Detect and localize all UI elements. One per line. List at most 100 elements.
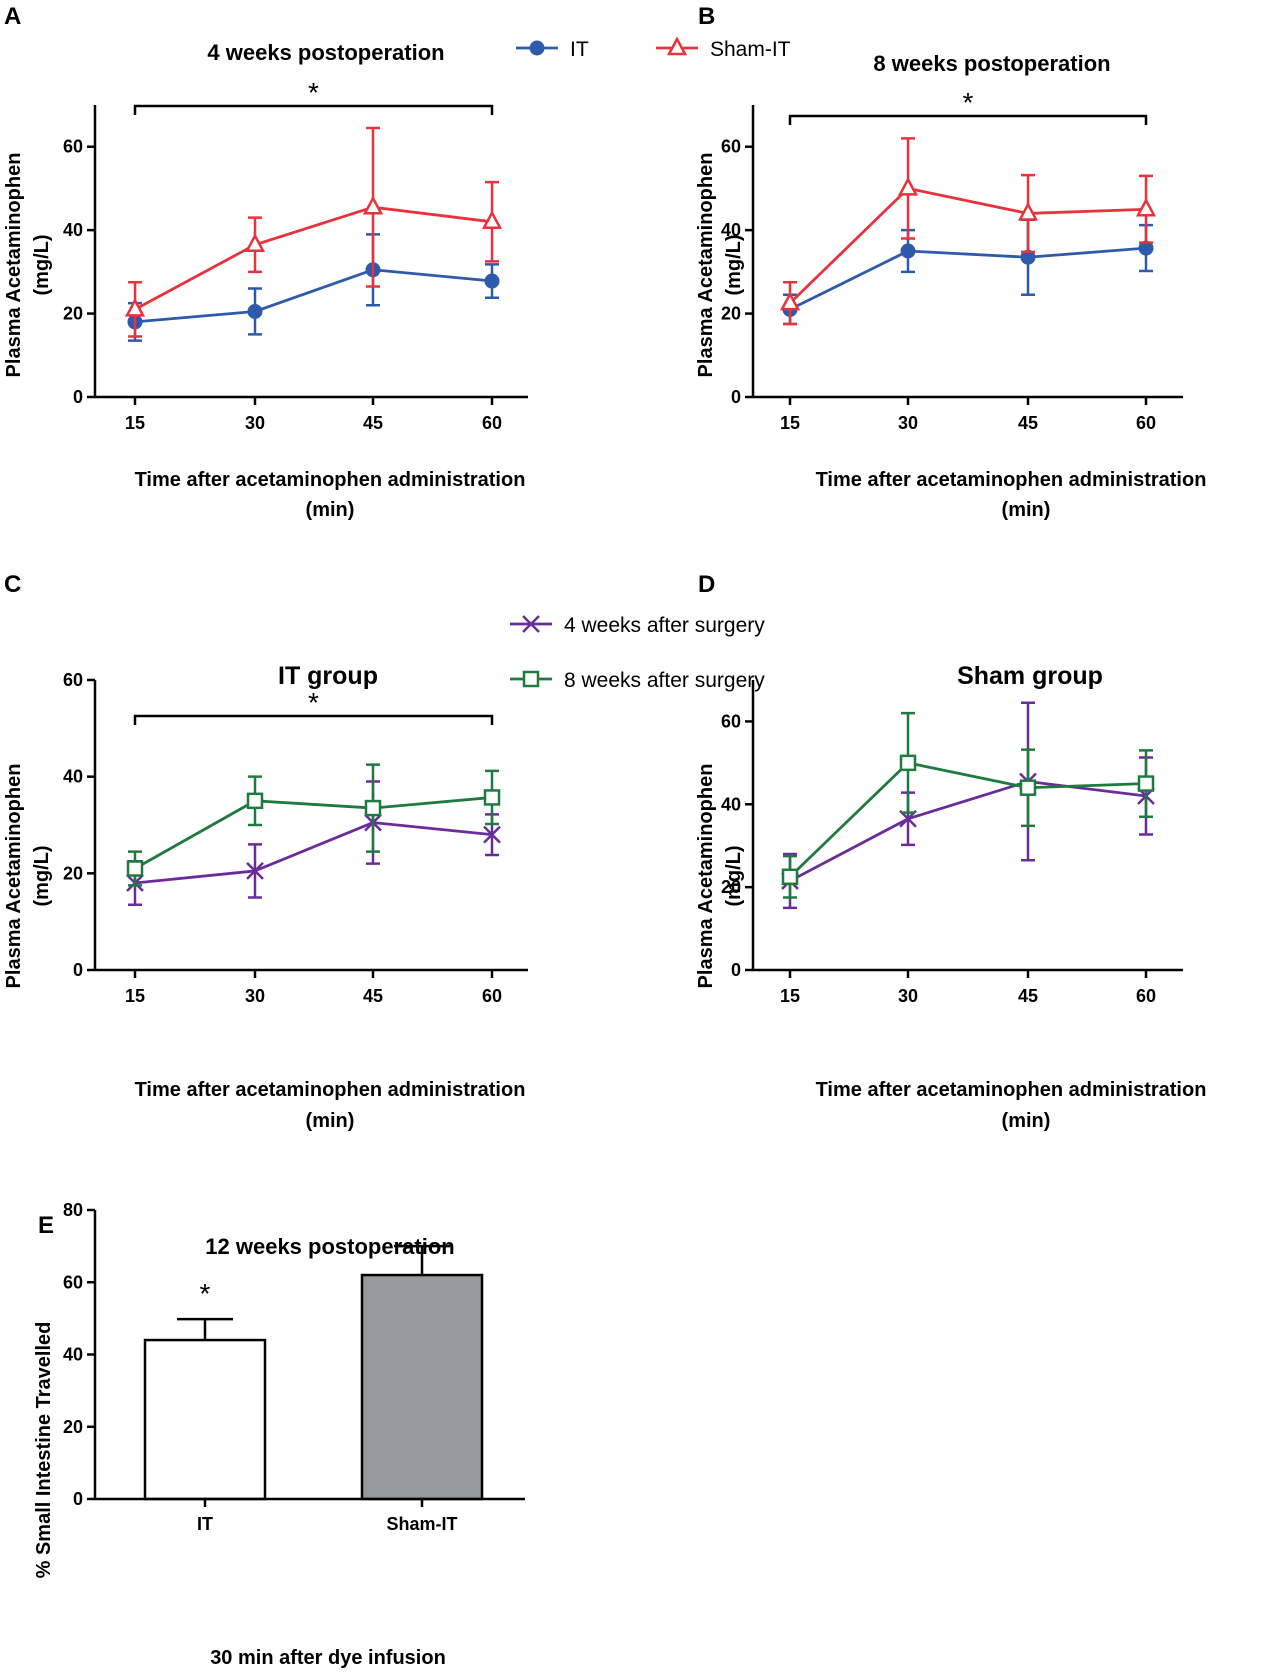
panel-letter-a: A: [4, 3, 21, 30]
panel-a: A 4 weeks postoperation Time after aceta…: [3, 3, 528, 521]
legend-ab-item-it-label: IT: [570, 38, 589, 61]
panel-c-xlabel-unit: (min): [306, 1110, 355, 1132]
panel-b-title: 8 weeks postoperation: [873, 51, 1110, 76]
legend-cd-item-4-weeks-after-surgery-label: 4 weeks after surgery: [564, 614, 765, 637]
panel-letter-e: E: [38, 1212, 54, 1239]
panel-c-xtick-label: 15: [125, 986, 145, 1006]
panel-a-series-sham-it-point: [362, 195, 384, 215]
panel-b-ytick-label: 20: [721, 304, 741, 324]
panel-d-xlabel: Time after acetaminophen administration: [816, 1079, 1207, 1101]
panel-b-xtick-label: 45: [1018, 413, 1038, 433]
panel-a-significance-star: *: [308, 77, 319, 108]
panel-c-series-8-weeks-after-surgery-point: [126, 860, 144, 877]
panel-b-ytick-label: 40: [721, 220, 741, 240]
panel-d-ylabel: Plasma Acetaminophen: [695, 764, 717, 989]
panel-a-xlabel-unit: (min): [306, 499, 355, 521]
panel-c-series-4-weeks-after-surgery-line: [134, 821, 493, 885]
panel-b-ylabel-unit: (mg/L): [723, 234, 745, 295]
panel-c-ylabel-unit: (mg/L): [31, 845, 53, 906]
panel-b-xtick-label: 15: [780, 413, 800, 433]
panel-a-ylabel-unit: (mg/L): [31, 234, 53, 295]
panel-b-ytick-label: 0: [731, 387, 741, 407]
panel-d-ytick-label: 0: [731, 960, 741, 980]
panel-e: E 12 weeks postoperation 30 min after dy…: [33, 1200, 525, 1669]
panel-a-title: 4 weeks postoperation: [207, 40, 444, 65]
panel-c-significance-bracket: [133, 714, 494, 725]
panel-d-series-8-weeks-after-surgery-point: [1137, 775, 1155, 792]
panel-c-series-8-weeks-after-surgery-point: [246, 792, 264, 810]
panel-e-ytick-label: 20: [63, 1417, 83, 1437]
legend-cd-item-8-weeks-after-surgery-label: 8 weeks after surgery: [564, 669, 765, 692]
panel-e-xtick-label: Sham-IT: [386, 1514, 457, 1534]
panel-c-ytick-label: 60: [63, 670, 83, 690]
panel-b-series-it-point: [900, 243, 916, 259]
panel-b-xtick-label: 60: [1136, 413, 1156, 433]
panel-d-ylabel-unit: (mg/L): [723, 845, 745, 906]
panel-b-xtick-label: 30: [898, 413, 918, 433]
panel-b-xlabel: Time after acetaminophen administration: [816, 469, 1207, 491]
panel-c-series-4-weeks-after-surgery-point: [483, 825, 501, 844]
panel-e-ylabel: % Small Intestine Travelled: [33, 1322, 55, 1579]
legend-ab: IT Sham-IT: [516, 36, 791, 61]
panel-d-xtick-label: 15: [780, 986, 800, 1006]
panel-e-xtick-label: IT: [197, 1514, 213, 1534]
panel-b-series-it-line: [789, 246, 1147, 311]
panel-b-series-sham-it-line: [789, 186, 1147, 305]
panel-e-significance-star: *: [200, 1278, 211, 1309]
legend-cd: 4 weeks after surgery 8 weeks after surge…: [510, 614, 765, 692]
panel-a-ylabel: Plasma Acetaminophen: [3, 153, 25, 378]
panel-c-series-8-weeks-after-surgery-line: [134, 796, 493, 870]
panel-b-significance-star: *: [963, 87, 974, 118]
panel-a-series-sham-it-point: [244, 233, 266, 252]
panel-a-series-it-point: [484, 273, 500, 289]
panel-e-bar-it: [143, 1338, 267, 1501]
panel-e-ytick-label: 40: [63, 1345, 83, 1365]
panel-e-ytick-label: 80: [63, 1200, 83, 1220]
legend-cd-item-4-weeks-after-surgery-marker: [522, 615, 540, 633]
panel-d-series-4-weeks-after-surgery-line: [789, 780, 1147, 883]
panel-d-ytick-label: 20: [721, 877, 741, 897]
legend-ab-item-it-marker: [529, 40, 545, 56]
panel-a-series-it-line: [134, 268, 493, 324]
panel-d-ytick-label: 40: [721, 794, 741, 814]
panel-c-ytick-label: 40: [63, 767, 83, 787]
legend-ab-item-sham-it-marker: [666, 36, 688, 56]
panel-d-xtick-label: 30: [898, 986, 918, 1006]
panel-a-series-sham-it-line: [134, 205, 493, 311]
panel-d-xlabel-unit: (min): [1002, 1110, 1051, 1132]
panel-c-series-8-weeks-after-surgery-point: [364, 799, 382, 817]
panel-d-xtick-label: 45: [1018, 986, 1038, 1006]
panel-c: C IT group Time after acetaminophen admi…: [3, 571, 528, 1132]
panel-b-series-sham-it-point: [1135, 197, 1157, 217]
panel-c-ylabel: Plasma Acetaminophen: [3, 764, 25, 989]
panel-b-series-sham-it-point: [897, 176, 919, 196]
panel-e-bar-sham-it: [360, 1273, 484, 1501]
panel-letter-b: B: [698, 3, 715, 30]
panel-c-significance-star: *: [308, 687, 319, 718]
panel-c-xlabel: Time after acetaminophen administration: [135, 1079, 526, 1101]
panel-b-series-sham-it-point: [779, 291, 801, 311]
panel-d-series-8-weeks-after-surgery-line: [789, 761, 1147, 878]
legend-ab-item-sham-it-label: Sham-IT: [710, 38, 791, 61]
panel-letter-d: D: [698, 571, 715, 598]
panel-d-ytick-label: 60: [721, 711, 741, 731]
panel-e-ytick-label: 60: [63, 1272, 83, 1292]
panel-a-xtick-label: 45: [363, 413, 383, 433]
panel-b-xlabel-unit: (min): [1002, 499, 1051, 521]
panel-b-ylabel: Plasma Acetaminophen: [695, 153, 717, 378]
panel-c-xtick-label: 60: [482, 986, 502, 1006]
panel-d-title: Sham group: [957, 662, 1103, 690]
panel-c-series-4-weeks-after-surgery-point: [246, 862, 264, 880]
panel-letter-c: C: [4, 571, 21, 598]
panel-a-xtick-label: 30: [245, 413, 265, 433]
panel-e-errorbar-it: [177, 1317, 233, 1341]
legend-cd-item-8-weeks-after-surgery-marker: [522, 670, 540, 688]
panel-b-ytick-label: 60: [721, 137, 741, 157]
panel-c-xtick-label: 45: [363, 986, 383, 1006]
panel-c-title: IT group: [278, 662, 378, 690]
panel-b: B 8 weeks postoperation Time after aceta…: [695, 3, 1206, 521]
panel-e-errorbar-sham-it: [394, 1244, 450, 1276]
panel-d: D Sham group Time after acetaminophen ad…: [695, 571, 1206, 1132]
panel-a-significance-bracket: [133, 104, 494, 115]
